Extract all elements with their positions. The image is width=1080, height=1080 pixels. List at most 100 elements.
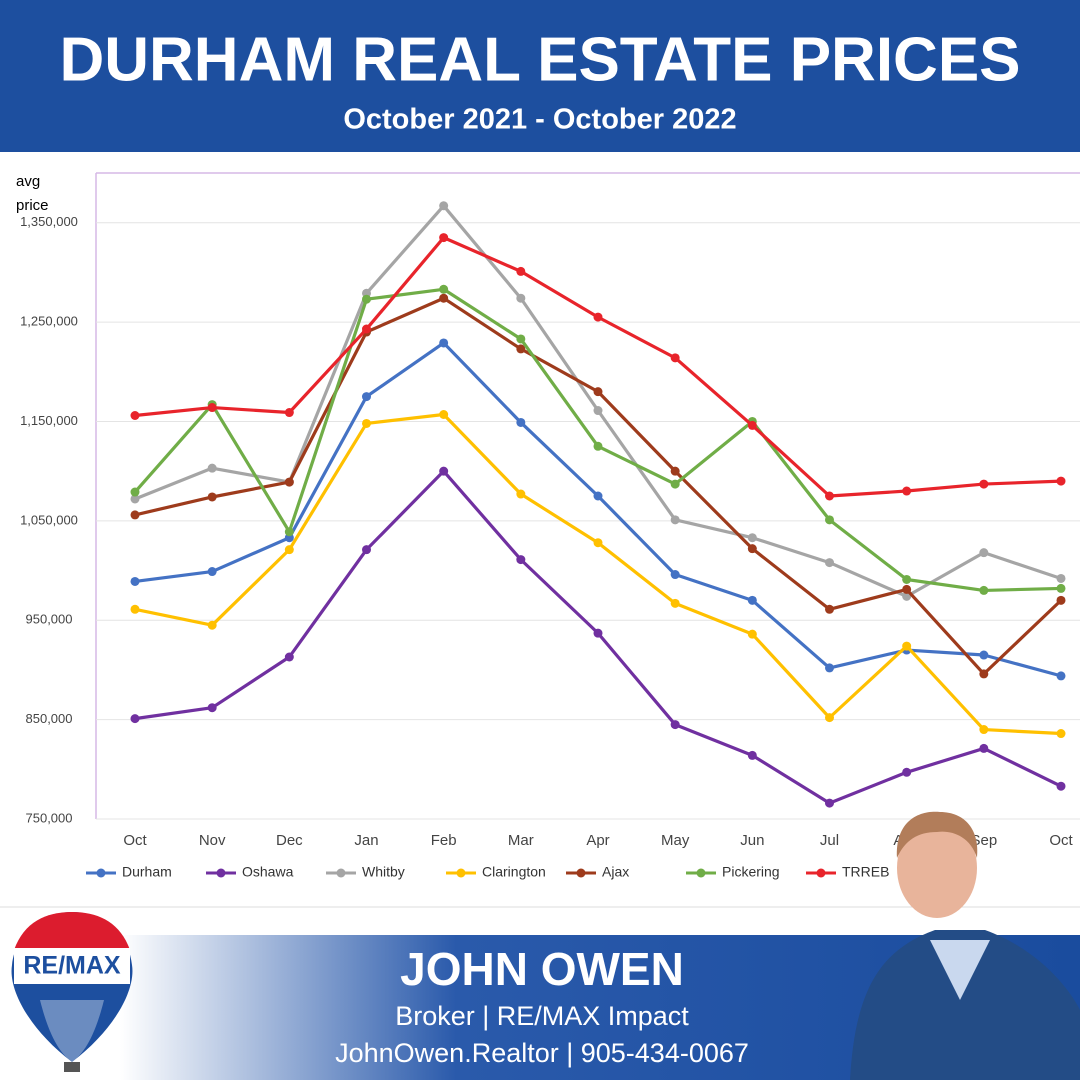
data-point <box>130 714 140 724</box>
data-point <box>362 324 371 334</box>
data-point <box>284 477 294 487</box>
data-point <box>284 408 294 418</box>
data-point <box>670 570 680 580</box>
data-point <box>1056 476 1066 486</box>
x-tick-label: Oct <box>123 832 147 849</box>
agent-contact: JohnOwen.Realtor | 905-434-0067 <box>335 1038 749 1068</box>
data-point <box>284 545 294 555</box>
data-point <box>825 558 834 568</box>
legend-marker <box>576 868 586 878</box>
data-point <box>593 387 603 397</box>
data-point <box>439 201 449 211</box>
legend-label: Ajax <box>602 864 629 880</box>
legend-marker <box>96 868 106 878</box>
y-tick-label: 750,000 <box>26 810 73 825</box>
y-tick-label: 1,150,000 <box>20 413 78 428</box>
data-point <box>1056 781 1066 791</box>
x-tick-label: Jun <box>740 832 764 849</box>
data-point <box>825 515 834 525</box>
data-point <box>593 441 603 451</box>
data-point <box>130 487 140 497</box>
data-point <box>979 548 989 558</box>
y-axis-label: avg price <box>16 173 49 214</box>
data-point <box>902 574 912 584</box>
data-point <box>130 494 140 504</box>
data-point <box>516 417 526 427</box>
x-tick-label: Dec <box>276 832 303 849</box>
data-point <box>670 515 680 525</box>
x-tick-label: Jan <box>354 832 378 849</box>
series-line <box>134 236 1062 498</box>
legend-marker <box>816 868 826 878</box>
data-point <box>902 767 912 777</box>
agent-role: Broker | RE/MAX Impact <box>395 1001 689 1031</box>
x-tick-label: Sep <box>970 832 997 849</box>
y-tick-label: 950,000 <box>26 612 73 627</box>
agent-photo <box>850 811 1080 1080</box>
data-point <box>207 703 217 713</box>
y-tick-label: 1,050,000 <box>20 512 78 527</box>
data-point <box>1056 583 1066 593</box>
series-line <box>134 204 1062 598</box>
data-point <box>439 466 449 476</box>
data-point <box>979 585 989 595</box>
data-point <box>670 598 680 608</box>
data-point <box>593 628 603 638</box>
data-point <box>979 743 989 753</box>
x-tick-label: Apr <box>586 832 609 849</box>
x-tick-label: Nov <box>199 832 226 849</box>
data-point <box>362 545 371 555</box>
data-point <box>825 604 834 614</box>
data-point <box>516 489 526 499</box>
legend-label: Durham <box>122 864 172 880</box>
data-point <box>439 233 449 243</box>
logo: RE/MAX <box>11 912 133 1072</box>
data-point <box>747 533 757 543</box>
legend-label: Oshawa <box>242 864 294 880</box>
data-point <box>1056 573 1066 583</box>
data-point <box>516 555 526 565</box>
legend-marker <box>336 868 346 878</box>
data-point <box>207 463 217 473</box>
data-point <box>825 713 834 723</box>
legend-label: Clarington <box>482 864 546 880</box>
data-point <box>747 420 757 430</box>
data-point <box>439 284 449 294</box>
data-point <box>516 344 526 354</box>
logo-text: RE/MAX <box>23 952 121 980</box>
y-tick-label: 850,000 <box>26 711 73 726</box>
chart-subtitle: October 2021 - October 2022 <box>343 104 736 136</box>
data-point <box>439 293 449 303</box>
x-tick-label: Feb <box>431 832 457 849</box>
data-point <box>747 629 757 639</box>
x-tick-label: Oct <box>1049 832 1073 849</box>
data-point <box>1056 729 1066 739</box>
data-point <box>130 410 140 420</box>
legend-label: Whitby <box>362 864 405 880</box>
data-point <box>747 544 757 554</box>
legend-label: Pickering <box>722 864 780 880</box>
x-tick-label: May <box>661 832 690 849</box>
data-point <box>207 403 217 413</box>
data-point <box>670 466 680 476</box>
data-point <box>593 538 603 548</box>
data-point <box>1056 671 1066 681</box>
data-point <box>670 479 680 489</box>
data-point <box>207 620 217 630</box>
data-point <box>747 595 757 605</box>
x-tick-label: Jul <box>820 832 839 849</box>
data-point <box>362 392 371 402</box>
chart-title: DURHAM REAL ESTATE PRICES <box>59 25 1020 94</box>
data-point <box>362 418 371 428</box>
data-point <box>439 410 449 420</box>
legend-marker <box>456 868 466 878</box>
data-point <box>516 334 526 344</box>
data-point <box>902 584 912 594</box>
data-point <box>207 567 217 577</box>
data-point <box>979 669 989 679</box>
header-band <box>0 0 1080 152</box>
data-point <box>825 798 834 808</box>
series-line <box>134 412 1062 736</box>
